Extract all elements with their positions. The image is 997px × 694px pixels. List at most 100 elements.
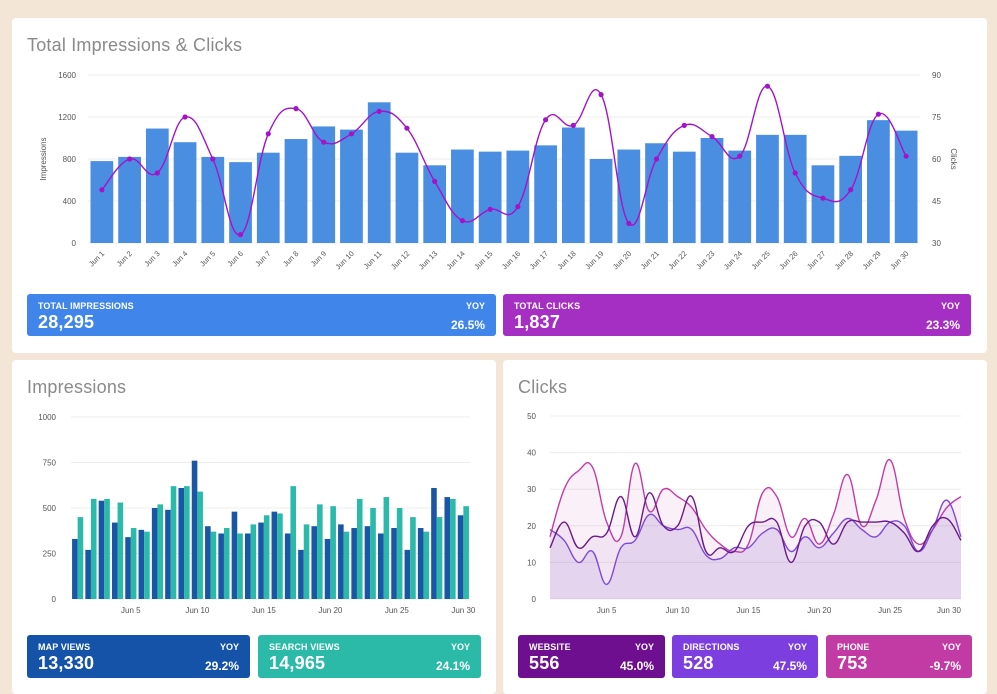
- panel-title: Impressions: [27, 377, 127, 397]
- directions-line: [549, 499, 962, 586]
- map-views-bar: [205, 526, 211, 599]
- search-views-bar: [436, 517, 443, 599]
- impressions-chart: 0 250 500 750 1000 Jun 5 Jun 10 Jun 15 Jun 20 Jun…: [38, 413, 476, 615]
- x-tick-label: Jun 30: [888, 249, 910, 271]
- y-tick-label: 750: [43, 459, 57, 468]
- clicks-panel: Clicks 0 10 20 30 40 50 Jun 5 Jun 10 Jun 15 Jun 2…: [503, 360, 987, 694]
- kpi-change: 23.3%: [925, 318, 960, 332]
- map-views-kpi[interactable]: MAP VIEWS YOY 13,330 29.2%: [27, 635, 250, 678]
- y-tick-label: 0: [52, 595, 57, 604]
- map-views-bar: [191, 460, 198, 599]
- clicks-point: [376, 108, 382, 114]
- map-views-bar: [151, 508, 158, 599]
- x-tick-label: Jun 25: [385, 606, 410, 615]
- x-tick-label: Jun 2: [115, 249, 134, 268]
- kpi-label: PHONE: [837, 642, 870, 652]
- x-tick-label: Jun 10: [334, 249, 356, 271]
- y-tick-label: 400: [63, 197, 77, 206]
- map-views-bar: [311, 526, 318, 599]
- website-kpi[interactable]: WEBSITE YOY 556 45.0%: [518, 635, 665, 678]
- impressions-bar: [423, 165, 447, 243]
- x-tick-label: Jun 21: [639, 249, 661, 271]
- impressions-bar: [534, 145, 557, 243]
- x-tick-label: Jun 15: [252, 606, 277, 615]
- search-views-bar: [450, 498, 456, 599]
- kpi-label: MAP VIEWS: [38, 642, 91, 652]
- map-views-bar: [165, 509, 171, 599]
- kpi-label: WEBSITE: [529, 642, 571, 652]
- impressions-clicks-chart: 0 400 800 1200 1600 30 45 60 75 90 Impressions Clic…: [39, 71, 958, 271]
- phone-kpi[interactable]: PHONE YOY 753 -9.7%: [826, 635, 972, 678]
- search-views-bar: [197, 491, 203, 599]
- impressions-bar: [118, 156, 141, 243]
- kpi-change: 24.1%: [435, 659, 470, 673]
- search-views-bar: [250, 524, 257, 599]
- search-views-bar: [104, 498, 110, 599]
- clicks-point: [570, 122, 576, 128]
- impressions-bar: [145, 128, 169, 243]
- search-views-bar: [130, 528, 137, 599]
- impressions-bar: [672, 151, 696, 243]
- clicks-point: [487, 206, 493, 212]
- impressions-bar: [340, 129, 363, 243]
- y-tick-label: 20: [527, 522, 536, 531]
- map-views-bar: [244, 533, 251, 599]
- x-tick-label: Jun 12: [389, 249, 411, 271]
- website-area: [550, 492, 961, 599]
- impressions-bar: [451, 149, 474, 243]
- directions-kpi[interactable]: DIRECTIONS YOY 528 47.5%: [672, 635, 818, 678]
- kpi-yoy-label: YOY: [940, 301, 960, 311]
- y2-tick-label: 90: [932, 71, 941, 80]
- map-views-bar: [444, 497, 451, 599]
- clicks-point: [848, 187, 854, 193]
- impressions-bar: [700, 138, 724, 243]
- clicks-point: [820, 195, 826, 201]
- search-views-kpi[interactable]: SEARCH VIEWS YOY 14,965 24.1%: [258, 635, 481, 678]
- clicks-point: [182, 114, 188, 120]
- x-tick-label: Jun 11: [362, 249, 384, 271]
- impressions-bar: [256, 152, 280, 243]
- search-views-bar: [370, 508, 376, 599]
- y2-axis-label: Clicks: [949, 148, 958, 169]
- impressions-panel: Impressions 0 250 500 750 1000 Jun 5 Jun 10 Jun…: [12, 360, 496, 694]
- map-views-bar: [284, 533, 291, 599]
- map-views-bar: [298, 549, 304, 599]
- map-views-bar: [457, 515, 464, 599]
- search-views-bar: [463, 506, 469, 599]
- y-tick-label: 50: [527, 412, 536, 421]
- kpi-label: DIRECTIONS: [683, 642, 740, 652]
- clicks-point: [737, 153, 743, 159]
- x-tick-label: Jun 3: [142, 249, 161, 268]
- x-tick-label: Jun 27: [805, 249, 827, 271]
- search-views-bar: [356, 498, 363, 599]
- search-views-bar: [90, 498, 97, 599]
- impressions-clicks-panel: Total Impressions & Clicks 0 400 800 1200 16…: [12, 18, 987, 353]
- x-tick-label: Jun 14: [445, 249, 467, 271]
- total-impressions-kpi[interactable]: TOTAL IMPRESSIONS YOY 28,295 26.5%: [27, 294, 496, 336]
- kpi-value: 13,330: [38, 653, 95, 673]
- y2-tick-label: 75: [932, 113, 941, 122]
- kpi-value: 753: [837, 653, 868, 673]
- impressions-bar: [894, 130, 918, 243]
- clicks-point: [653, 156, 660, 162]
- total-clicks-kpi[interactable]: TOTAL CLICKS YOY 1,837 23.3%: [503, 294, 971, 336]
- y2-tick-label: 30: [932, 239, 941, 248]
- map-views-bar: [231, 511, 238, 599]
- y-tick-label: 1600: [58, 71, 76, 80]
- x-tick-label: Jun 30: [451, 606, 476, 615]
- y-tick-label: 30: [527, 485, 536, 494]
- phone-area: [550, 459, 961, 599]
- search-views-bar: [343, 531, 350, 599]
- x-tick-label: Jun 5: [121, 606, 141, 615]
- search-views-bar: [117, 502, 124, 599]
- y2-tick-label: 60: [932, 155, 941, 164]
- search-views-bar: [170, 486, 177, 599]
- map-views-bar: [324, 538, 331, 599]
- x-tick-label: Jun 5: [198, 249, 217, 268]
- kpi-label: TOTAL IMPRESSIONS: [38, 301, 134, 311]
- map-views-bar: [417, 528, 424, 599]
- impressions-bar: [867, 120, 890, 243]
- impressions-bar: [506, 150, 530, 243]
- clicks-point: [154, 170, 160, 176]
- search-views-bar: [237, 533, 243, 599]
